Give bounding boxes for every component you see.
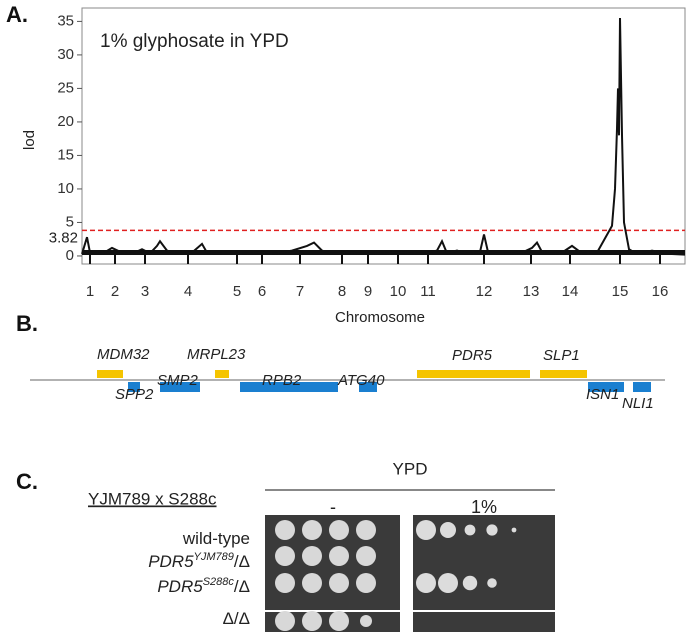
- colony-spot: [487, 578, 497, 588]
- colony-spot: [438, 573, 458, 593]
- y-tick-label: 35: [57, 12, 74, 29]
- gene-bar: [97, 370, 123, 378]
- x-tick-label: 12: [476, 283, 493, 300]
- condition: -: [330, 497, 336, 517]
- colony-spot: [440, 522, 456, 538]
- gene-label: SMP2: [157, 372, 199, 389]
- gene-label: ATG40: [337, 372, 385, 389]
- strain-label: wild-type: [182, 529, 250, 548]
- x-tick-label: 2: [111, 283, 119, 300]
- strain-label: Δ/Δ: [223, 609, 250, 628]
- strain-label-part: Δ/Δ: [223, 609, 250, 628]
- cross-label: YJM789 x S288c: [88, 489, 217, 508]
- plot-frame: [81, 7, 686, 265]
- y-tick-label: 20: [57, 113, 74, 130]
- colony-spot: [356, 520, 376, 540]
- strain-label: PDR5S288c/Δ: [157, 576, 250, 597]
- panel-label: A.: [6, 2, 28, 27]
- colony-spot: [275, 611, 295, 631]
- gene-bar: [160, 382, 200, 392]
- x-tick-label: 10: [390, 283, 407, 300]
- x-tick-label: 6: [258, 283, 266, 300]
- colony-spot: [416, 573, 436, 593]
- colony-spot: [302, 573, 322, 593]
- annotation: 1% glyphosate in YPD: [100, 31, 289, 52]
- x-tick-label: 16: [652, 283, 669, 300]
- x-tick-label: 9: [364, 283, 372, 300]
- y-tick-label: 15: [57, 146, 74, 163]
- threshold-label: 3.82: [49, 229, 78, 246]
- colony-spot: [275, 573, 295, 593]
- strain-label-part: PDR5: [157, 577, 203, 596]
- colony-spot: [275, 546, 295, 566]
- y-tick-label: 10: [57, 180, 74, 197]
- y-tick-label: 25: [57, 79, 74, 96]
- y-axis-label: lod: [21, 130, 38, 150]
- colony-spot: [360, 615, 372, 627]
- panel-label: B.: [16, 311, 38, 336]
- y-tick-label: 0: [66, 247, 74, 264]
- x-tick-label: 14: [562, 283, 579, 300]
- x-tick-label: 8: [338, 283, 346, 300]
- colony-spot: [329, 573, 349, 593]
- colony-spot: [511, 527, 517, 533]
- gene-bar: [240, 382, 338, 392]
- gene-label: MRPL23: [187, 346, 246, 363]
- x-tick-label: 11: [420, 283, 436, 300]
- colony-spot: [302, 611, 322, 631]
- condition: 1%: [471, 497, 497, 517]
- strain-label-part: /Δ: [234, 552, 250, 571]
- strain-label: PDR5YJM789/Δ: [148, 551, 250, 572]
- gene-label: NLI1: [622, 395, 654, 412]
- colony-spot: [416, 520, 436, 540]
- x-tick-label: 13: [523, 283, 540, 300]
- gene-bar: [633, 382, 651, 392]
- colony-spot: [329, 611, 349, 631]
- colony-spot: [464, 524, 476, 536]
- gene-bar: [215, 370, 229, 378]
- gene-label: MDM32: [97, 346, 150, 363]
- colony-spot: [329, 546, 349, 566]
- gene-bar: [417, 370, 530, 378]
- gene-label: SPP2: [115, 386, 154, 403]
- gene-label: RPB2: [262, 372, 302, 389]
- plate: [413, 612, 555, 632]
- panel-label: C.: [16, 469, 38, 494]
- strain-label-part: YJM789: [194, 551, 234, 563]
- x-tick-label: 7: [296, 283, 304, 300]
- y-tick-label: 5: [66, 213, 74, 230]
- colony-spot: [462, 575, 478, 591]
- x-tick-label: 4: [184, 283, 192, 300]
- medium: YPD: [393, 459, 428, 478]
- x-tick-label: 3: [141, 283, 149, 300]
- strain-label-part: S288c: [203, 576, 235, 588]
- colony-spot: [329, 520, 349, 540]
- colony-spot: [356, 546, 376, 566]
- strain-label-part: wild-type: [182, 529, 250, 548]
- x-tick-label: 1: [86, 283, 94, 300]
- strain-label-part: PDR5: [148, 552, 194, 571]
- colony-spot: [356, 573, 376, 593]
- gene-bar: [540, 370, 587, 378]
- gene-label: SLP1: [543, 347, 580, 364]
- gene-label: PDR5: [452, 347, 493, 364]
- x-tick-label: 15: [612, 283, 629, 300]
- gene-bar: [588, 382, 624, 392]
- strain-label-part: /Δ: [234, 577, 250, 596]
- gene-bar: [128, 382, 140, 392]
- lod-line: [81, 18, 686, 256]
- y-tick-label: 30: [57, 46, 74, 63]
- gene-bar: [359, 382, 377, 392]
- gene-label: ISN1: [586, 386, 619, 403]
- colony-spot: [486, 524, 498, 536]
- colony-spot: [275, 520, 295, 540]
- colony-spot: [302, 546, 322, 566]
- plate: [413, 515, 555, 610]
- x-tick-label: 5: [233, 283, 241, 300]
- x-axis-label: Chromosome: [335, 309, 425, 326]
- colony-spot: [302, 520, 322, 540]
